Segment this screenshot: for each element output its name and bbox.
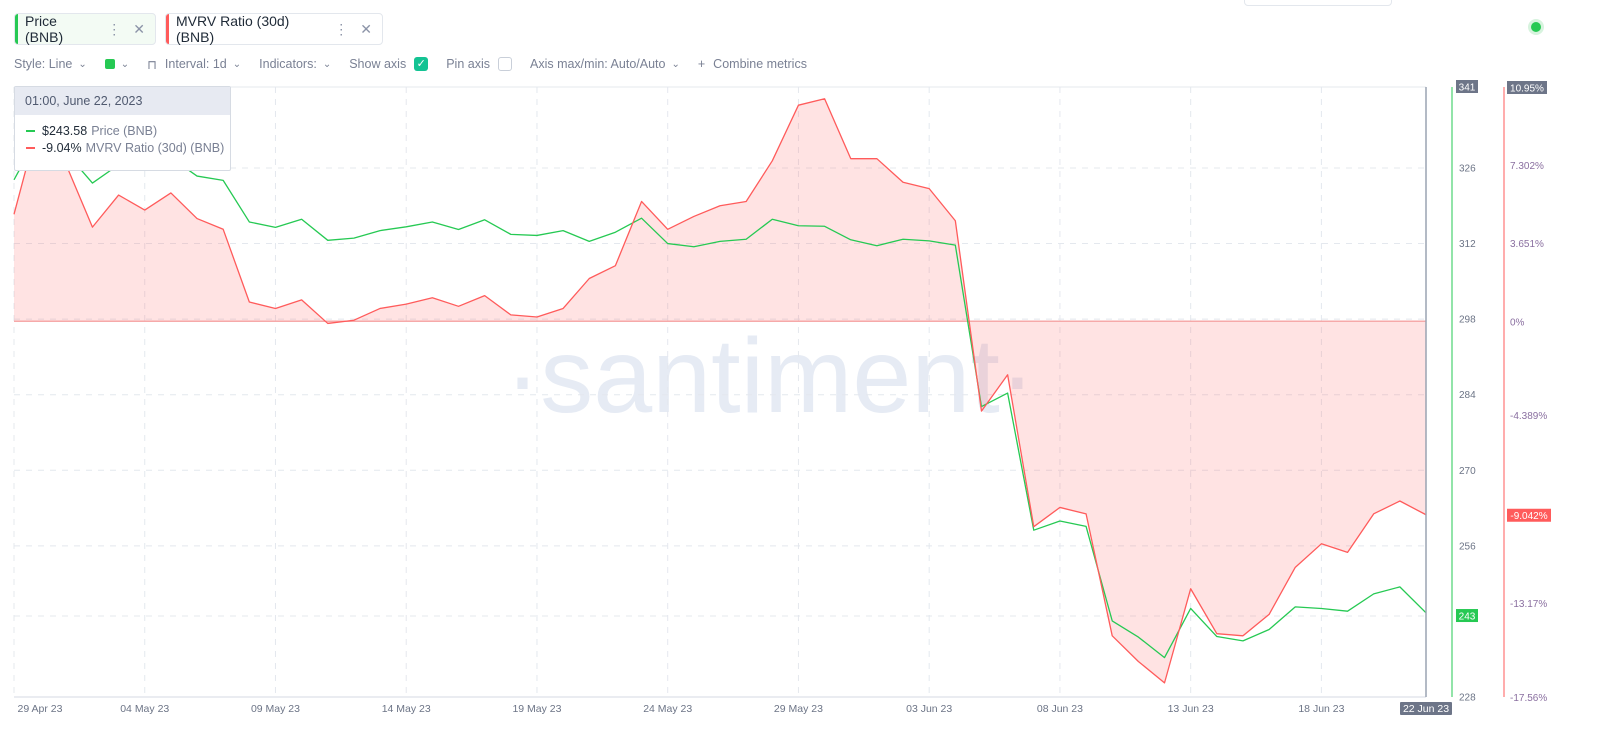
tooltip-price-name: Price (BNB) bbox=[91, 123, 158, 138]
x-current-label: 22 Jun 23 bbox=[1403, 703, 1449, 715]
y-left-tick-label: 284 bbox=[1459, 390, 1476, 401]
y-right-current-label: -9.042% bbox=[1510, 511, 1547, 522]
y-right-tick-label: -4.389% bbox=[1510, 411, 1547, 422]
axis-maxmin-label: Axis max/min: Auto/Auto bbox=[529, 57, 666, 71]
x-tick-label: 09 May 23 bbox=[251, 703, 300, 715]
chevron-down-icon: ⌄ bbox=[78, 58, 87, 70]
x-tick-label: 18 Jun 23 bbox=[1298, 703, 1344, 715]
price-line bbox=[13, 131, 1427, 659]
tooltip-mvrv-name: MVRV Ratio (30d) (BNB) bbox=[85, 140, 225, 155]
tab-label: MVRV Ratio (30d) (BNB) bbox=[176, 13, 290, 45]
x-tick-label: 24 May 23 bbox=[643, 703, 692, 715]
y-right-tick-label: 3.651% bbox=[1510, 239, 1544, 250]
chart-toolbar: Style: Line ⌄ ⌄ ⊓ Interval: 1d ⌄ Indicator… bbox=[14, 56, 825, 72]
tooltip-row-mvrv: -9.04% MVRV Ratio (30d) (BNB) bbox=[26, 139, 230, 156]
x-tick-label: 08 Jun 23 bbox=[1037, 703, 1083, 715]
y-left-top-badge bbox=[1456, 80, 1478, 93]
color-picker[interactable]: ⌄ bbox=[104, 58, 130, 70]
close-icon[interactable]: ✕ bbox=[360, 20, 372, 37]
tab-color-bar bbox=[166, 14, 169, 44]
checkbox-icon[interactable] bbox=[497, 57, 512, 71]
tooltip-mvrv-value: -9.04% bbox=[42, 140, 82, 155]
more-vertical-icon[interactable]: ⋮ bbox=[334, 20, 349, 37]
chevron-down-icon: ⌄ bbox=[120, 58, 130, 70]
indicators-dropdown[interactable]: Indicators: ⌄ bbox=[259, 57, 331, 71]
x-tick-label: 19 May 23 bbox=[512, 703, 561, 715]
status-indicator bbox=[1531, 22, 1541, 32]
y-left-tick-label: 270 bbox=[1459, 466, 1476, 477]
x-tick-label: 04 May 23 bbox=[120, 703, 169, 715]
y-left-tick-label: 341 bbox=[1459, 83, 1476, 94]
style-dropdown[interactable]: Style: Line ⌄ bbox=[14, 57, 87, 71]
x-tick-label: 14 May 23 bbox=[382, 703, 431, 715]
search-input[interactable] bbox=[1244, 0, 1392, 6]
chevron-down-icon: ⌄ bbox=[232, 58, 242, 70]
y-right-tick-label: 0% bbox=[1510, 317, 1525, 328]
more-vertical-icon[interactable]: ⋮ bbox=[107, 20, 122, 37]
tab-label: Price (BNB) bbox=[25, 13, 64, 45]
ruler-icon: ⊓ bbox=[147, 57, 157, 72]
mvrv-area bbox=[14, 98, 1426, 683]
combine-metrics-label: Combine metrics bbox=[713, 57, 807, 71]
legend-line-mvrv bbox=[26, 146, 35, 149]
tooltip-row-price: $243.58 Price (BNB) bbox=[26, 122, 230, 139]
x-current-badge bbox=[1400, 702, 1452, 715]
axis-maxmin-dropdown[interactable]: Axis max/min: Auto/Auto ⌄ bbox=[530, 57, 680, 71]
legend-line-price bbox=[26, 129, 35, 132]
show-axis-toggle[interactable]: Show axis ✓ bbox=[349, 57, 429, 71]
watermark: ·santiment· bbox=[505, 317, 1035, 435]
x-tick-label: 13 Jun 23 bbox=[1168, 703, 1214, 715]
y-left-current-label: 243 bbox=[1459, 612, 1476, 623]
x-tick-label: 29 May 23 bbox=[774, 703, 823, 715]
y-left-tick-label: 312 bbox=[1459, 239, 1476, 250]
pin-axis-toggle[interactable]: Pin axis bbox=[446, 57, 512, 71]
indicators-label: Indicators: bbox=[259, 57, 317, 71]
tab-color-bar bbox=[15, 14, 18, 44]
interval-label: Interval: 1d bbox=[164, 57, 227, 71]
y-right-tick-label: -17.56% bbox=[1510, 693, 1547, 704]
tab-mvrv-ratio[interactable]: MVRV Ratio (30d) (BNB) ⋮ ✕ bbox=[165, 13, 383, 45]
tab-price-bnb[interactable]: Price (BNB) ⋮ ✕ bbox=[14, 13, 156, 45]
y-right-tick-label: -13.17% bbox=[1510, 599, 1547, 610]
close-icon[interactable]: ✕ bbox=[133, 20, 145, 37]
tooltip-price-value: $243.58 bbox=[42, 123, 88, 138]
color-swatch bbox=[104, 59, 115, 69]
show-axis-label: Show axis bbox=[349, 57, 407, 71]
tooltip-date: 01:00, June 22, 2023 bbox=[15, 87, 230, 115]
style-label: Style: Line bbox=[14, 57, 73, 71]
checkbox-checked-icon[interactable]: ✓ bbox=[414, 57, 429, 71]
x-tick-label: 29 Apr 23 bbox=[18, 703, 63, 715]
y-left-current-badge bbox=[1456, 609, 1478, 623]
y-right-top-badge bbox=[1507, 81, 1547, 94]
plus-icon: + bbox=[697, 57, 706, 71]
chevron-down-icon: ⌄ bbox=[671, 58, 680, 70]
mvrv-line bbox=[13, 98, 1427, 684]
y-right-tick-label: 7.302% bbox=[1510, 161, 1544, 172]
y-left-tick-label: 228 bbox=[1459, 693, 1476, 704]
x-tick-label: 03 Jun 23 bbox=[906, 703, 952, 715]
interval-dropdown[interactable]: ⊓ Interval: 1d ⌄ bbox=[147, 57, 241, 72]
combine-metrics-button[interactable]: + Combine metrics bbox=[698, 57, 807, 71]
y-left-tick-label: 298 bbox=[1459, 315, 1476, 326]
chevron-down-icon: ⌄ bbox=[322, 58, 332, 70]
pin-axis-label: Pin axis bbox=[446, 57, 490, 71]
y-left-tick-label: 256 bbox=[1459, 541, 1476, 552]
y-right-tick-label: 10.95% bbox=[1510, 84, 1544, 95]
y-left-tick-label: 326 bbox=[1459, 163, 1476, 174]
chart-tooltip: 01:00, June 22, 2023 $243.58 Price (BNB)… bbox=[14, 86, 231, 171]
y-right-current-badge bbox=[1507, 508, 1551, 522]
